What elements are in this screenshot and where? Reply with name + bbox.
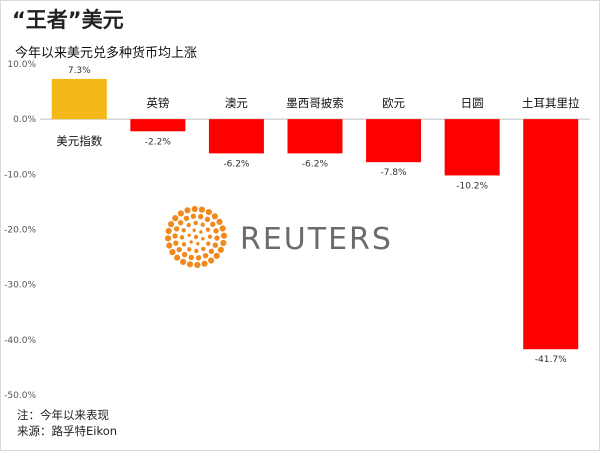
reuters-logo: REUTERS [164,205,393,269]
y-tick-label: -40.0% [4,336,36,346]
logo-dot [214,235,220,241]
logo-dot [166,242,173,249]
bar [208,119,264,154]
logo-dot [220,239,227,247]
footnote: 注：今年以来表现 [17,408,109,422]
logo-dot [191,205,198,213]
logo-dot [193,220,198,226]
logo-dot [181,228,186,233]
source-note: 来源：路孚特Eikon [17,424,118,438]
logo-dot [180,258,187,265]
chart-subtitle: 今年以来美元兑多种货币均上涨 [15,46,198,61]
logo-dot [202,253,209,259]
logo-dot [169,249,176,256]
logo-dot [205,209,212,216]
reuters-dot-logo-icon [164,205,228,269]
logo-dot [201,260,208,267]
category-label: 土耳其里拉 [522,96,580,110]
logo-dot [173,226,180,232]
logo-dot [187,233,191,237]
logo-dot [195,255,202,261]
logo-dot [194,248,199,254]
logo-dot [165,227,172,235]
logo-dot [184,207,191,214]
logo-dot [188,254,194,261]
category-label: 日圆 [461,96,484,110]
bars: 7.3% 美元指数 -2.2% 英镑 -6.2% 澳元 -6.2% 墨西哥披索 -7.8% 欧元 -… [51,66,580,365]
logo-dot [179,235,185,240]
logo-dot [213,228,219,234]
logo-dot [164,235,172,242]
logo-dot [204,216,211,223]
logo-dot [168,221,175,228]
logo-dot [198,206,206,213]
logo-dot [213,252,220,259]
data-label: 7.3% [68,66,91,76]
logo-dot [177,210,184,217]
y-tick-label: 0.0% [13,115,36,125]
data-label: -6.2% [302,159,329,169]
page-title: “王者”美元 [12,8,124,32]
bar [366,119,422,163]
logo-dot [176,246,182,253]
logo-dot [196,242,200,246]
logo-dot [219,225,226,232]
y-tick-label: -20.0% [4,226,36,236]
bar [51,78,107,120]
data-label: -7.8% [381,168,408,178]
logo-dot [205,227,211,232]
logo-dot [189,240,193,244]
logo-dot [174,254,181,261]
logo-dot [172,233,178,239]
y-tick-label: -50.0% [4,391,36,401]
bar [444,119,500,176]
logo-dot [199,230,203,234]
logo-dot [193,234,199,240]
logo-dot [198,213,204,220]
data-label: -41.7% [535,355,567,365]
logo-dot [201,237,205,241]
logo-dot [216,218,223,225]
logo-dot [190,213,197,219]
logo-dot [206,241,211,246]
logo-dot [208,248,215,255]
logo-dot [194,261,201,269]
data-label: -6.2% [223,159,250,169]
logo-dot [173,240,179,246]
logo-dot [172,215,179,222]
logo-dot [217,246,224,253]
logo-dot [186,222,191,228]
bar [287,119,343,154]
data-label: -2.2% [145,137,172,147]
logo-dot [181,251,188,258]
logo-dot [220,232,228,239]
bar [130,119,186,132]
category-label: 墨西哥披索 [286,96,344,110]
logo-dot [187,247,192,252]
logo-dot [208,257,215,264]
logo-dot [200,222,205,227]
y-tick-label: -10.0% [4,170,36,180]
logo-dot [211,213,218,220]
category-label: 英镑 [146,96,169,110]
logo-dot [186,261,194,268]
logo-dot [192,228,196,232]
data-label: -10.2% [456,181,488,191]
category-label: 澳元 [225,96,248,110]
logo-dot [181,242,187,247]
category-label: 欧元 [382,96,405,110]
y-tick-label: -30.0% [4,281,36,291]
logo-dot [212,242,219,248]
logo-dot [207,234,213,239]
logo-text: REUTERS [240,222,393,257]
logo-dot [183,215,190,221]
y-tick-label: 10.0% [7,60,36,70]
bar [523,119,579,350]
logo-dot [201,246,206,252]
logo-dot [177,219,184,226]
category-label: 美元指数 [56,134,102,148]
logo-dot [210,221,216,228]
